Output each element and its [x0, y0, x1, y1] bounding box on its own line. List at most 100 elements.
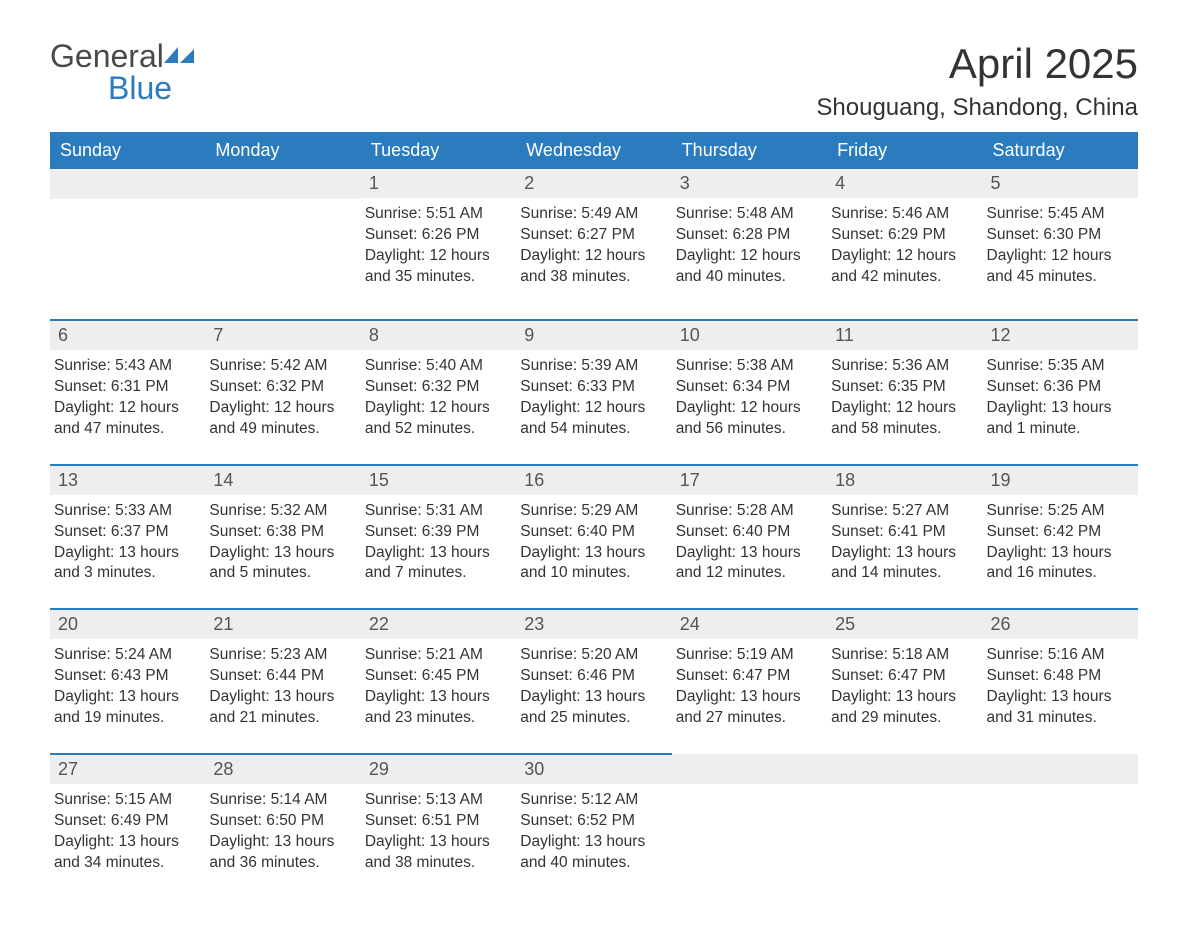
calendar-day: 9Sunrise: 5:39 AMSunset: 6:33 PMDaylight…	[516, 320, 671, 465]
calendar-day: 23Sunrise: 5:20 AMSunset: 6:46 PMDayligh…	[516, 609, 671, 754]
day-body: Sunrise: 5:15 AMSunset: 6:49 PMDaylight:…	[50, 784, 205, 898]
day-number: 17	[672, 466, 827, 495]
daylight-line: Daylight: 13 hours and 34 minutes.	[54, 832, 197, 874]
sunrise-line: Sunrise: 5:14 AM	[209, 790, 352, 811]
day-number-empty	[672, 754, 827, 784]
header: General Blue April 2025 Shouguang, Shand…	[50, 40, 1138, 122]
sunrise-line: Sunrise: 5:21 AM	[365, 645, 508, 666]
day-number: 23	[516, 610, 671, 639]
sunset-line: Sunset: 6:30 PM	[987, 225, 1130, 246]
day-number: 4	[827, 169, 982, 198]
calendar-day: 5 Sunrise: 5:45 AMSunset: 6:30 PMDaylight…	[983, 169, 1138, 320]
sunrise-line: Sunrise: 5:23 AM	[209, 645, 352, 666]
calendar-day: 26Sunrise: 5:16 AMSunset: 6:48 PMDayligh…	[983, 609, 1138, 754]
sunset-line: Sunset: 6:28 PM	[676, 225, 819, 246]
daylight-line: Daylight: 13 hours and 16 minutes.	[987, 543, 1130, 585]
day-body: Sunrise: 5:42 AMSunset: 6:32 PMDaylight:…	[205, 350, 360, 464]
day-header: Saturday	[983, 132, 1138, 169]
daylight-line: Daylight: 13 hours and 1 minute.	[987, 398, 1130, 440]
daylight-line: Daylight: 13 hours and 14 minutes.	[831, 543, 974, 585]
day-number: 9	[516, 321, 671, 350]
sunset-line: Sunset: 6:45 PM	[365, 666, 508, 687]
sunset-line: Sunset: 6:48 PM	[987, 666, 1130, 687]
calendar-day: 24Sunrise: 5:19 AMSunset: 6:47 PMDayligh…	[672, 609, 827, 754]
sunset-line: Sunset: 6:32 PM	[209, 377, 352, 398]
sunset-line: Sunset: 6:43 PM	[54, 666, 197, 687]
day-number: 27	[50, 755, 205, 784]
daylight-line: Daylight: 12 hours and 42 minutes.	[831, 246, 974, 288]
sunrise-line: Sunrise: 5:13 AM	[365, 790, 508, 811]
sunrise-line: Sunrise: 5:45 AM	[987, 204, 1130, 225]
sunrise-line: Sunrise: 5:42 AM	[209, 356, 352, 377]
calendar-day: 21Sunrise: 5:23 AMSunset: 6:44 PMDayligh…	[205, 609, 360, 754]
calendar-week: 20 Sunrise: 5:24 AMSunset: 6:43 PM Dayligh…	[50, 609, 1138, 754]
daylight-line: Daylight: 13 hours and 5 minutes.	[209, 543, 352, 585]
day-body: Sunrise: 5:14 AMSunset: 6:50 PMDaylight:…	[205, 784, 360, 898]
sunrise-line: Sunrise: 5:24 AM	[54, 645, 197, 666]
location: Shouguang, Shandong, China	[816, 94, 1138, 122]
day-body: Sunrise: 5:28 AMSunset: 6:40 PMDaylight:…	[672, 495, 827, 609]
day-number: 11	[827, 321, 982, 350]
sunrise-line: Sunrise: 5:49 AM	[520, 204, 663, 225]
sunset-line: Sunset: 6:47 PM	[831, 666, 974, 687]
day-number: 20	[50, 610, 205, 639]
day-number: 30	[516, 755, 671, 784]
day-number: 10	[672, 321, 827, 350]
day-body-empty	[672, 784, 827, 904]
calendar-day: 13Sunrise: 5:33 AMSunset: 6:37 PMDayligh…	[50, 465, 205, 610]
calendar-week: 1Sunrise: 5:51 AMSunset: 6:26 PMDaylight…	[50, 169, 1138, 320]
daylight-line: Daylight: 12 hours and 54 minutes.	[520, 398, 663, 440]
daylight-line: Daylight: 13 hours and 31 minutes.	[987, 687, 1130, 729]
daylight-line: Daylight: 12 hours and 45 minutes.	[987, 246, 1130, 288]
day-body: Sunrise: 5:18 AMSunset: 6:47 PMDaylight:…	[827, 639, 982, 753]
sunset-line: Sunset: 6:34 PM	[676, 377, 819, 398]
day-number: 13	[50, 466, 205, 495]
day-number: 24	[672, 610, 827, 639]
calendar-table: SundayMondayTuesdayWednesdayThursdayFrid…	[50, 132, 1138, 904]
calendar-day: 2Sunrise: 5:49 AMSunset: 6:27 PMDaylight…	[516, 169, 671, 320]
calendar-day: 12Sunrise: 5:35 AMSunset: 6:36 PMDayligh…	[983, 320, 1138, 465]
day-body: Sunrise: 5:35 AMSunset: 6:36 PMDaylight:…	[983, 350, 1138, 464]
day-number: 14	[205, 466, 360, 495]
daylight-line: Daylight: 12 hours and 38 minutes.	[520, 246, 663, 288]
day-body-empty	[205, 199, 360, 319]
day-body: Sunrise: 5:12 AMSunset: 6:52 PMDaylight:…	[516, 784, 671, 898]
logo-flag-icon	[164, 40, 194, 72]
calendar-day: 18Sunrise: 5:27 AMSunset: 6:41 PMDayligh…	[827, 465, 982, 610]
daylight-line: Daylight: 13 hours and 36 minutes.	[209, 832, 352, 874]
day-body: Sunrise: 5:36 AMSunset: 6:35 PMDaylight:…	[827, 350, 982, 464]
day-body: Sunrise: 5:48 AMSunset: 6:28 PMDaylight:…	[672, 198, 827, 312]
day-number-empty	[983, 754, 1138, 784]
sunset-line: Sunset: 6:29 PM	[831, 225, 974, 246]
day-body: Sunrise: 5:23 AMSunset: 6:44 PMDaylight:…	[205, 639, 360, 753]
day-body: Sunrise: 5:49 AMSunset: 6:27 PMDaylight:…	[516, 198, 671, 312]
daylight-line: Daylight: 13 hours and 12 minutes.	[676, 543, 819, 585]
month-title: April 2025	[816, 40, 1138, 88]
day-header-row: SundayMondayTuesdayWednesdayThursdayFrid…	[50, 132, 1138, 169]
day-body-empty	[983, 784, 1138, 904]
calendar-day-empty	[983, 754, 1138, 904]
daylight-line: Daylight: 13 hours and 25 minutes.	[520, 687, 663, 729]
day-number: 8	[361, 321, 516, 350]
sunset-line: Sunset: 6:41 PM	[831, 522, 974, 543]
calendar-day: 22Sunrise: 5:21 AMSunset: 6:45 PMDayligh…	[361, 609, 516, 754]
day-number: 15	[361, 466, 516, 495]
sunrise-line: Sunrise: 5:25 AM	[987, 501, 1130, 522]
day-body: Sunrise: 5:38 AMSunset: 6:34 PMDaylight:…	[672, 350, 827, 464]
daylight-line: Daylight: 12 hours and 47 minutes.	[54, 398, 197, 440]
sunset-line: Sunset: 6:40 PM	[676, 522, 819, 543]
calendar-day: 7Sunrise: 5:42 AMSunset: 6:32 PMDaylight…	[205, 320, 360, 465]
logo: General Blue	[50, 40, 194, 104]
sunset-line: Sunset: 6:51 PM	[365, 811, 508, 832]
day-number: 16	[516, 466, 671, 495]
day-number: 1	[361, 169, 516, 198]
day-number: 12	[983, 321, 1138, 350]
day-body: Sunrise: 5:27 AMSunset: 6:41 PMDaylight:…	[827, 495, 982, 609]
calendar-day: 10Sunrise: 5:38 AMSunset: 6:34 PMDayligh…	[672, 320, 827, 465]
sunset-line: Sunset: 6:50 PM	[209, 811, 352, 832]
calendar-day-empty	[827, 754, 982, 904]
day-number: 3	[672, 169, 827, 198]
day-number: 5	[983, 169, 1138, 198]
day-body: Sunrise: 5:20 AMSunset: 6:46 PMDaylight:…	[516, 639, 671, 753]
daylight-line: Daylight: 12 hours and 56 minutes.	[676, 398, 819, 440]
